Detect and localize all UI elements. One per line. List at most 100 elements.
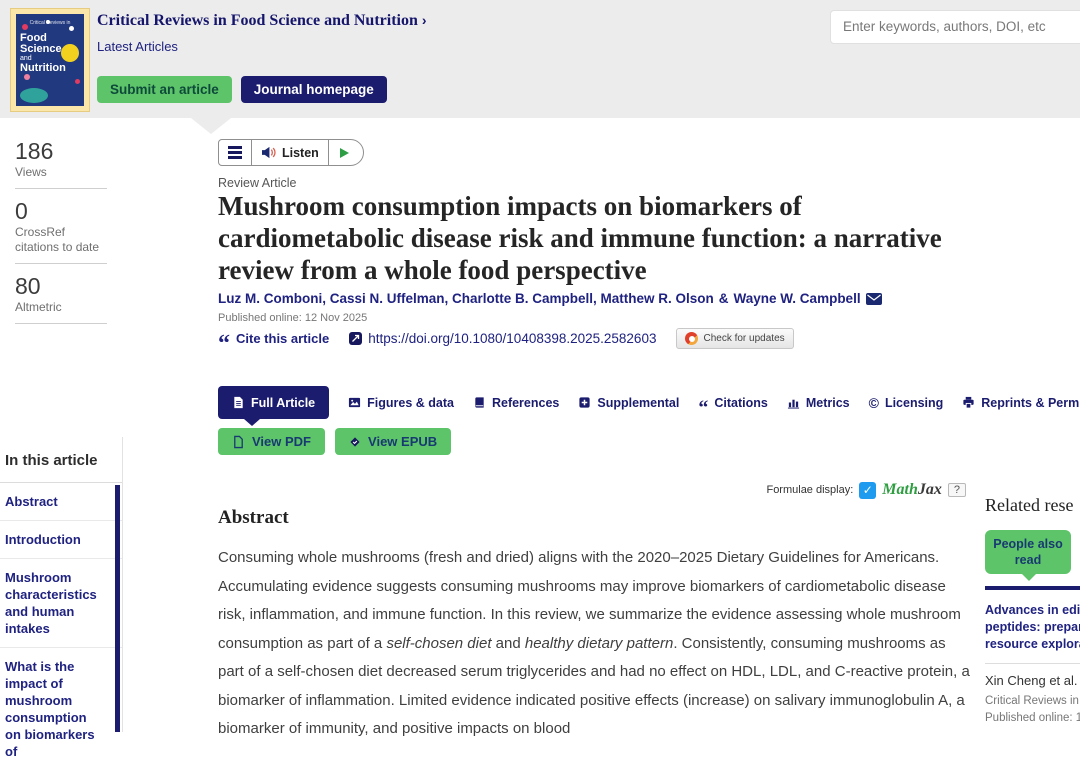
cover-title-line: Food <box>20 32 47 44</box>
check-for-updates-button[interactable]: Check for updates <box>676 328 794 349</box>
article-title: Mushroom consumption impacts on biomarke… <box>218 190 1080 286</box>
tab-reprints-permissions[interactable]: Reprints & Permissions <box>962 396 1080 410</box>
view-epub-label: View EPUB <box>368 434 438 449</box>
people-also-read-tab[interactable]: People also read <box>985 530 1071 581</box>
altmetric-label: Altmetric <box>15 300 107 324</box>
submit-article-button[interactable]: Submit an article <box>97 76 232 103</box>
article-tab-bar: Full Article Figures & data References S… <box>218 386 1080 426</box>
journal-title-text: Critical Reviews in Food Science and Nut… <box>97 12 418 29</box>
book-icon <box>475 397 484 408</box>
cover-decoration <box>75 79 80 84</box>
doi-text: https://doi.org/10.1080/10408398.2025.25… <box>368 331 657 346</box>
tab-citations[interactable]: “ Citations <box>698 396 767 418</box>
cite-row: “ Cite this article https://doi.org/10.1… <box>218 328 794 356</box>
listen-play-button[interactable] <box>329 140 363 165</box>
related-article-authors: Xin Cheng et al. <box>985 673 1078 688</box>
chevron-right-icon: › <box>421 12 427 28</box>
tab-label: Metrics <box>805 395 850 410</box>
listen-label: Listen <box>282 145 319 160</box>
cover-decoration <box>24 74 30 80</box>
journal-homepage-button[interactable]: Journal homepage <box>240 76 387 103</box>
epub-icon <box>350 436 360 447</box>
author-links[interactable]: Luz M. Comboni, Cassi N. Uffelman, Charl… <box>218 291 714 306</box>
header-buttons: Submit an article Journal homepage <box>97 76 387 103</box>
toc-item-impact-biomarkers[interactable]: What is the impact of mushroom consumpti… <box>5 659 95 759</box>
listen-menu-button[interactable] <box>219 140 252 165</box>
view-pdf-button[interactable]: View PDF <box>218 428 326 455</box>
related-article-card: Advances in edib peptides: prepara resou… <box>985 586 1080 724</box>
tab-metrics[interactable]: Metrics <box>787 396 850 410</box>
cover-decoration <box>20 88 48 103</box>
divider <box>985 663 1080 664</box>
corresponding-author-link[interactable]: Wayne W. Campbell <box>733 291 861 306</box>
toc-item-abstract[interactable]: Abstract <box>0 483 122 521</box>
related-article-title-link[interactable]: peptides: prepara <box>985 620 1080 634</box>
crossref-count: 0 <box>15 198 28 224</box>
check-for-updates-label: Check for updates <box>703 333 785 344</box>
tab-label: Supplemental <box>597 395 680 410</box>
authors-ampersand: & <box>718 291 729 306</box>
document-icon <box>234 396 243 409</box>
tab-figures-data[interactable]: Figures & data <box>348 396 454 410</box>
tab-full-article[interactable]: Full Article <box>218 386 330 426</box>
envelope-icon[interactable] <box>865 292 882 305</box>
journal-title-link[interactable]: Critical Reviews in Food Science and Nut… <box>97 12 427 30</box>
toc-item-mushroom-characteristics[interactable]: Mushroom characteristics and human intak… <box>0 559 122 648</box>
doi-link[interactable]: https://doi.org/10.1080/10408398.2025.25… <box>349 331 656 346</box>
abstract-heading: Abstract <box>218 507 289 528</box>
tab-references[interactable]: References <box>473 396 559 410</box>
formulae-display-control: Formulae display: ✓ MathJax ? <box>218 481 966 499</box>
article-metrics: 186 Views 0 CrossRef citations to date 8… <box>15 138 107 333</box>
tab-supplemental[interactable]: Supplemental <box>578 396 679 410</box>
search-box <box>830 10 1080 44</box>
abstract-text: Consuming whole mushrooms (fresh and dri… <box>218 544 970 744</box>
abstract-text-part: Consuming whole mushrooms (fresh and dri… <box>218 549 961 652</box>
bar-chart-icon <box>787 399 799 409</box>
related-research-heading: Related rese <box>985 495 1074 515</box>
play-icon <box>339 147 349 158</box>
listen-button[interactable]: Listen <box>252 140 329 165</box>
view-pdf-label: View PDF <box>252 434 312 449</box>
article-title-line: cardiometabolic disease risk and immune … <box>218 223 942 253</box>
related-research-panel: Related rese People also read Advances i… <box>985 495 1080 724</box>
external-link-icon <box>349 332 363 345</box>
related-article-title-link[interactable]: Advances in edib <box>985 603 1080 617</box>
tab-label: Figures & data <box>367 395 454 410</box>
listen-widget: Listen <box>218 139 364 166</box>
mathjax-help-button[interactable]: ? <box>947 483 966 497</box>
abstract-text-part: . Consistently, consuming mushrooms as p… <box>218 634 970 738</box>
mathjax-checkbox[interactable]: ✓ <box>859 481 877 499</box>
views-count: 186 <box>15 138 54 164</box>
tab-label: Licensing <box>884 395 944 410</box>
hamburger-icon <box>228 144 242 162</box>
toc-heading: In this article <box>0 437 122 483</box>
cite-article-link[interactable]: “ Cite this article <box>218 331 330 356</box>
toc-item-introduction[interactable]: Introduction <box>0 521 122 559</box>
latest-articles-link[interactable]: Latest Articles <box>97 39 178 54</box>
views-label: Views <box>15 165 107 189</box>
tab-licensing[interactable]: © Licensing <box>869 396 944 410</box>
cite-article-label: Cite this article <box>236 331 330 346</box>
pdf-icon <box>234 435 243 448</box>
search-input[interactable] <box>831 11 1071 41</box>
toc-scrollbar[interactable] <box>115 485 120 732</box>
quote-icon: “ <box>698 396 709 419</box>
speaker-icon <box>262 146 276 159</box>
related-article-title-link[interactable]: resource explorat <box>985 637 1080 651</box>
journal-cover[interactable]: Critical Reviews in Food Science and Nut… <box>10 8 90 112</box>
header-notch <box>191 118 231 134</box>
printer-icon <box>963 396 974 409</box>
tab-label: References <box>491 395 560 410</box>
in-this-article-nav: In this article Abstract Introduction Mu… <box>0 437 123 759</box>
journal-cover-art: Critical Reviews in Food Science and Nut… <box>16 14 84 106</box>
crossmark-icon <box>685 332 699 345</box>
cover-decoration <box>61 44 79 62</box>
formulae-display-label: Formulae display: <box>766 484 854 496</box>
abstract-text-italic: self-chosen diet <box>386 634 492 652</box>
view-epub-button[interactable]: View EPUB <box>335 428 452 455</box>
altmetric-count: 80 <box>15 273 41 299</box>
tab-label: Full Article <box>251 395 316 410</box>
abstract-text-part: and <box>491 634 525 652</box>
mathjax-logo-jax: Jax <box>917 481 942 498</box>
crossref-label: CrossRef citations to date <box>15 225 107 264</box>
